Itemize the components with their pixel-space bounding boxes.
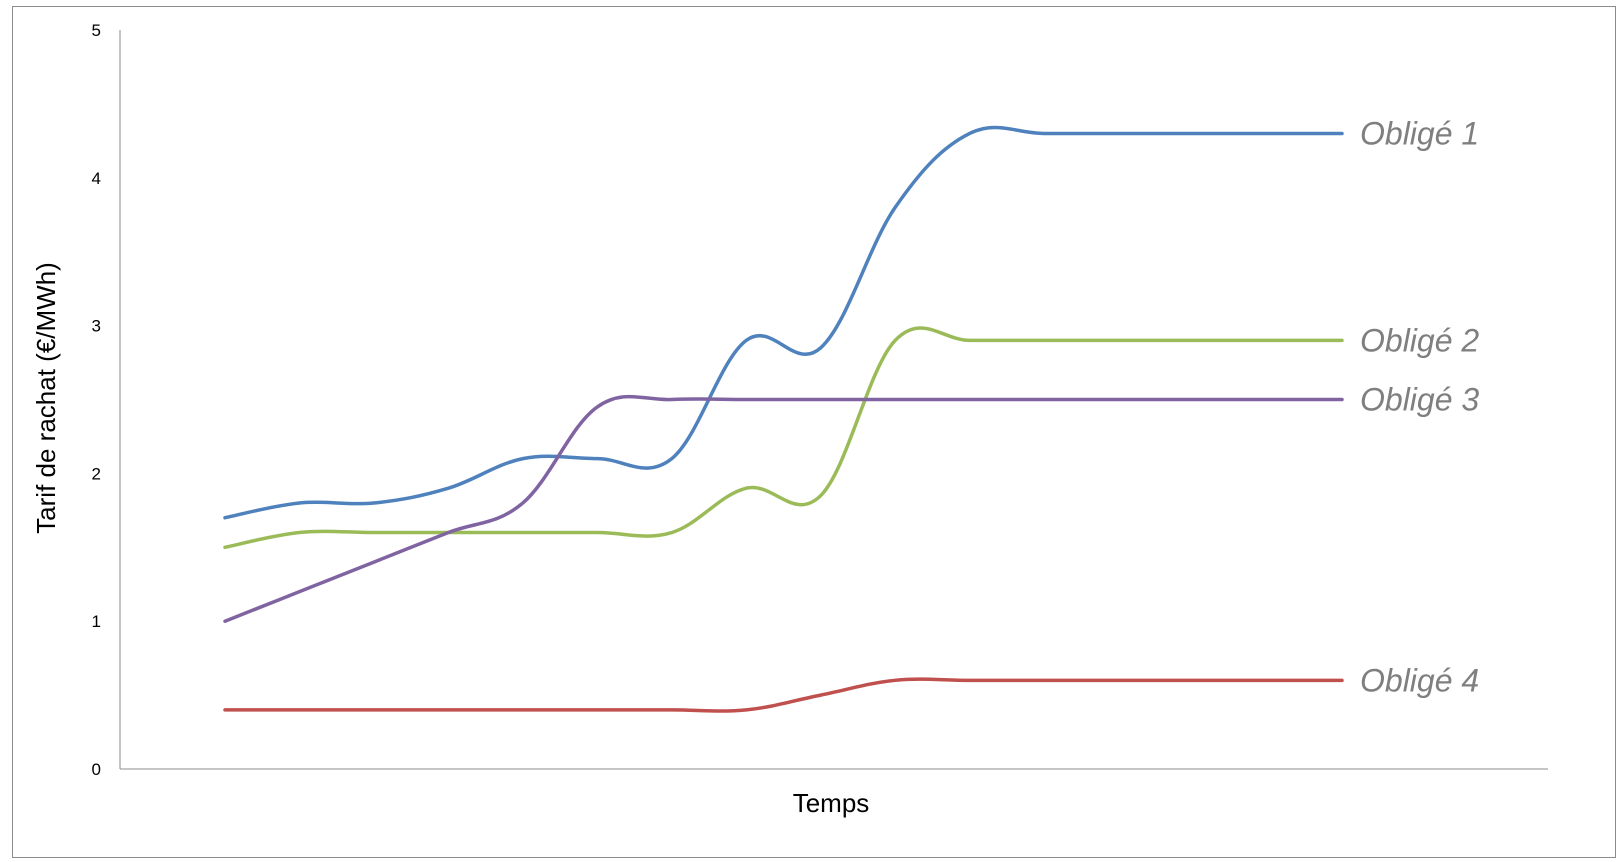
series-label-3: Obligé 3 [1360,382,1479,418]
series-line-4 [223,677,1344,713]
series-line-3 [223,394,1344,623]
y-tick-label: 2 [92,464,101,483]
y-tick-label: 3 [92,317,101,336]
series-labels: Obligé 1 Obligé 2 Obligé 3 Obligé 4 [1360,115,1479,698]
series-line-2 [223,326,1344,550]
y-tick-labels: 0 1 2 3 4 5 [92,21,101,779]
y-tick-label: 4 [92,169,101,188]
x-axis-title: Temps [793,788,870,818]
y-tick-label: 1 [92,612,101,631]
series-line-1 [223,125,1344,520]
series-label-4: Obligé 4 [1360,662,1479,698]
chart-frame [12,6,1616,858]
series-lines [223,125,1344,713]
y-tick-label: 5 [92,21,101,40]
y-tick-label: 0 [92,760,101,779]
y-axis-title: Tarif de rachat (€/MWh) [31,262,61,534]
axes [119,30,1548,770]
series-label-1: Obligé 1 [1360,115,1479,151]
series-label-2: Obligé 2 [1360,322,1479,358]
